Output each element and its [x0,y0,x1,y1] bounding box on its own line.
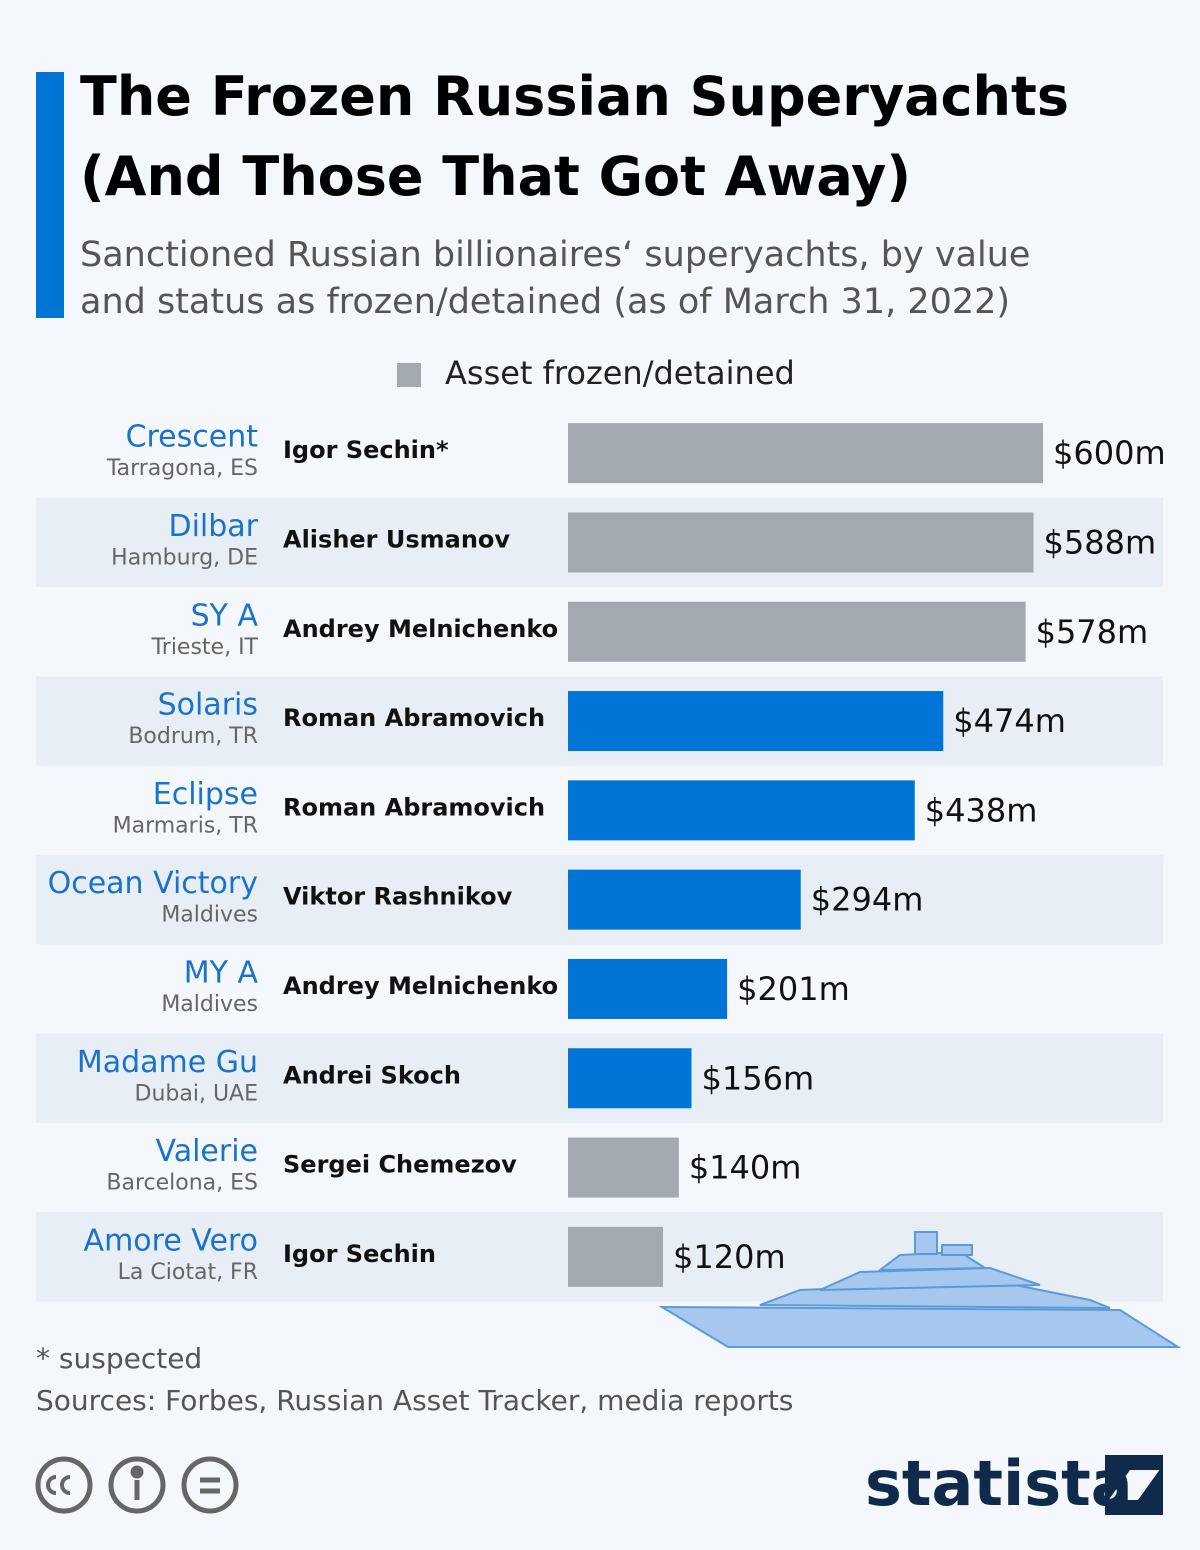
bar [568,691,944,752]
legend-swatch [397,363,421,387]
value-label: $588m [1044,523,1157,561]
owner-label: Sergei Chemezov [283,1151,517,1179]
owner-label: Andrey Melnichenko [283,972,558,1000]
value-label: $294m [811,881,924,919]
owner-label: Andrei Skoch [283,1061,461,1089]
bar [568,869,801,930]
category-label: Eclipse [153,777,258,812]
bar [568,958,728,1019]
title-accent [36,72,64,318]
location-label: Maldives [161,992,258,1017]
owner-label: Igor Sechin* [283,436,449,464]
bar [568,512,1034,573]
value-label: $600m [1053,434,1166,472]
value-label: $120m [673,1238,786,1276]
bar [568,601,1026,662]
category-label: Dilbar [168,509,258,544]
category-label: Crescent [126,420,259,455]
value-label: $201m [737,970,850,1008]
owner-label: Viktor Rashnikov [283,883,513,911]
value-label: $156m [702,1059,815,1097]
chart-subtitle: Sanctioned Russian billionaires‘ superya… [80,235,1030,322]
source: Sources: Forbes, Russian Asset Tracker, … [36,1384,793,1417]
category-label: SY A [191,598,259,633]
yacht-illustration [658,1231,1182,1348]
location-label: Dubai, UAE [135,1081,258,1106]
chart-title: The Frozen Russian Superyachts (And Those… [80,65,1069,208]
bar [568,1226,663,1287]
legend-label: Asset frozen/detained [445,354,795,392]
value-label: $578m [1036,613,1149,651]
owner-label: Andrey Melnichenko [283,615,558,643]
owner-label: Igor Sechin [283,1240,436,1268]
category-label: Amore Vero [84,1223,258,1258]
bar [568,780,915,841]
bar [568,1048,692,1109]
bar [568,1137,679,1198]
category-label: MY A [184,955,259,990]
location-label: Maldives [161,903,258,928]
license-icons [35,1456,239,1514]
owner-label: Alisher Usmanov [283,525,510,553]
brand-icon [1105,1455,1163,1515]
location-label: Bodrum, TR [128,724,258,749]
value-label: $140m [689,1149,802,1187]
category-label: Solaris [158,688,258,723]
location-label: Marmaris, TR [113,813,258,838]
bar [568,423,1043,484]
location-label: Tarragona, ES [106,456,258,481]
location-label: La Ciotat, FR [118,1260,258,1285]
value-label: $438m [925,791,1038,829]
footnote: * suspected [36,1342,202,1375]
location-label: Barcelona, ES [106,1171,258,1196]
owner-label: Roman Abramovich [283,793,545,821]
category-label: Madame Gu [77,1045,258,1080]
location-label: Trieste, IT [151,635,259,660]
owner-label: Roman Abramovich [283,704,545,732]
category-label: Ocean Victory [48,866,258,901]
value-label: $474m [953,702,1066,740]
location-label: Hamburg, DE [111,545,258,570]
brand-logo: statista [865,1447,1133,1520]
category-label: Valerie [156,1134,259,1169]
